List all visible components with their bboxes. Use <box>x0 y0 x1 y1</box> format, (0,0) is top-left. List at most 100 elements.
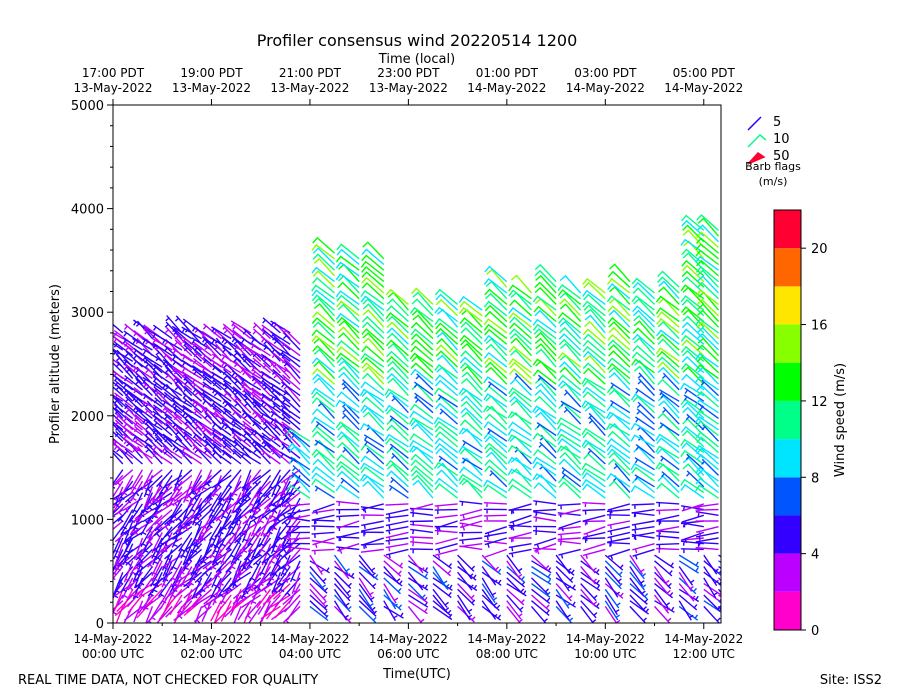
wind-barb <box>481 583 498 604</box>
wind-barb <box>507 434 532 448</box>
wind-barb <box>143 469 163 486</box>
x2-axis-label: Time (local) <box>378 52 455 67</box>
wind-barb <box>410 362 434 380</box>
wind-barb <box>311 391 335 408</box>
wind-barb <box>385 288 409 305</box>
wind-barb <box>212 421 232 437</box>
wind-barb <box>157 577 173 597</box>
wind-barb <box>459 531 483 537</box>
wind-barb <box>162 554 173 577</box>
wind-barb <box>390 476 409 494</box>
wind-barb <box>532 461 557 476</box>
wind-barb <box>113 481 114 483</box>
wind-barb <box>582 442 606 459</box>
wind-barb <box>434 477 459 494</box>
wind-barb <box>362 337 385 357</box>
wind-barb <box>608 366 631 385</box>
wind-barb <box>232 420 252 437</box>
wind-barb <box>133 554 153 572</box>
wind-barb <box>632 543 655 554</box>
wind-barb <box>682 349 705 368</box>
wind-barb <box>336 248 360 266</box>
wind-barb <box>386 315 409 334</box>
wind-barb <box>657 338 680 357</box>
wind-barb <box>336 300 360 317</box>
wind-barb <box>342 406 360 425</box>
wind-barb <box>557 503 581 510</box>
wind-barb <box>604 554 624 571</box>
wind-barb <box>433 416 458 431</box>
wind-barb <box>342 446 360 465</box>
wind-barb <box>336 508 360 514</box>
wind-barb <box>407 554 425 574</box>
wind-barb <box>201 423 222 437</box>
wind-barb <box>438 455 459 471</box>
wind-barb <box>656 482 680 499</box>
wind-barb <box>361 266 385 283</box>
wind-barb <box>634 457 655 471</box>
wind-barb <box>163 408 183 425</box>
x2-tick-label-date: 13-May-2022 <box>172 81 251 95</box>
wind-barb <box>361 362 385 380</box>
wind-barb <box>152 370 173 385</box>
wind-barb <box>113 537 124 560</box>
wind-barb <box>531 577 549 595</box>
wind-barb <box>387 377 409 397</box>
wind-barb <box>211 399 232 414</box>
wind-barb <box>272 583 291 600</box>
wind-barb <box>210 337 232 351</box>
wind-barb <box>311 478 335 494</box>
wind-barb <box>183 431 203 448</box>
wind-barb <box>142 400 163 414</box>
wind-barb <box>582 514 606 525</box>
wind-barb <box>363 434 385 448</box>
wind-barb <box>288 583 301 605</box>
wind-barb <box>508 421 532 437</box>
wind-barb <box>309 583 327 602</box>
wind-barb <box>581 439 606 454</box>
wind-barb <box>358 554 376 574</box>
wind-barb <box>140 526 154 548</box>
wind-barb <box>680 540 704 546</box>
wind-barb <box>335 261 360 277</box>
wind-barb <box>481 577 497 599</box>
wind-barb <box>124 402 143 419</box>
wind-barb <box>336 454 360 471</box>
wind-barb <box>183 385 203 402</box>
wind-barb <box>680 334 705 351</box>
wind-barb <box>250 365 271 380</box>
wind-barb <box>532 473 557 488</box>
wind-barb <box>435 379 459 397</box>
wind-barb <box>280 404 301 419</box>
wind-barb <box>558 508 581 516</box>
wind-barb <box>681 264 705 283</box>
wind-barb <box>681 328 705 345</box>
wind-barb <box>629 571 647 591</box>
wind-barb <box>409 445 434 459</box>
wind-barb <box>559 361 582 379</box>
wind-barb <box>581 400 606 414</box>
wind-barb <box>142 492 154 514</box>
wind-barb <box>125 548 143 567</box>
wind-barb <box>222 323 242 340</box>
wind-barb <box>113 440 114 442</box>
wind-barb <box>606 438 631 454</box>
wind-barb <box>434 514 458 519</box>
wind-barb <box>152 324 173 340</box>
wind-barb <box>241 409 262 425</box>
wind-barb <box>287 508 311 518</box>
wind-barb <box>208 497 222 519</box>
wind-barb <box>680 306 705 323</box>
wind-barb <box>507 444 532 459</box>
wind-barb <box>558 333 582 351</box>
wind-barb <box>559 303 582 322</box>
wind-barb <box>508 312 532 328</box>
wind-barb <box>165 423 183 442</box>
wind-barb <box>386 321 409 340</box>
wind-barb <box>459 477 483 494</box>
wind-barb <box>409 520 434 526</box>
wind-barb <box>558 338 582 357</box>
wind-barb <box>631 526 655 534</box>
wind-barb <box>333 583 352 602</box>
wind-barb <box>359 422 385 437</box>
